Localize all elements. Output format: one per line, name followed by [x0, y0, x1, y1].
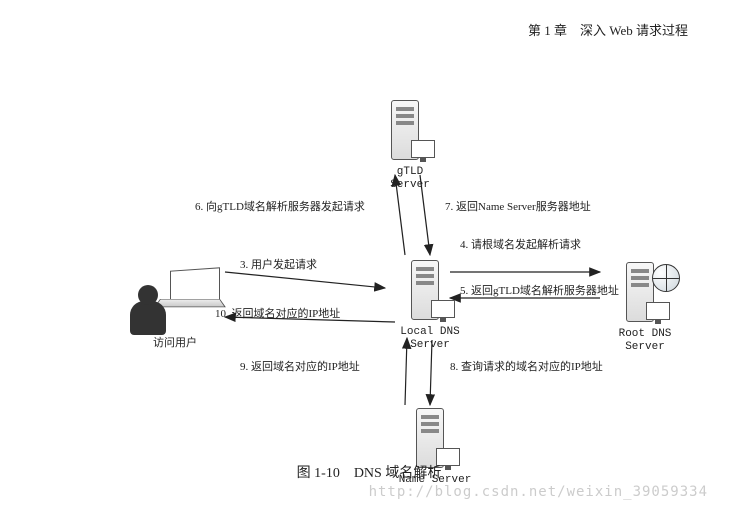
node-label: gTLDServer	[380, 166, 440, 191]
edge-label-4: 4. 请根域名发起解析请求	[460, 236, 581, 252]
figure-caption: 图 1-10 DNS 域名解析	[0, 462, 738, 482]
user-icon	[130, 255, 220, 335]
node-user: 访问用户	[120, 255, 230, 350]
edge-label-8: 8. 查询请求的域名对应的IP地址	[450, 358, 603, 374]
chapter-header: 第 1 章 深入 Web 请求过程	[528, 20, 688, 39]
node-root-dns-server: Root DNSServer	[610, 262, 680, 353]
watermark: http://blog.csdn.net/weixin_39059334	[369, 484, 708, 500]
edge-label-3: 3. 用户发起请求	[240, 256, 317, 272]
server-icon	[407, 260, 453, 324]
server-globe-icon	[622, 262, 668, 326]
node-label: 访问用户	[120, 337, 230, 350]
node-local-dns-server: Local DNSServer	[395, 260, 465, 351]
node-label: Root DNSServer	[610, 328, 680, 353]
edge-label-6: 6. 向gTLD域名解析服务器发起请求	[195, 198, 365, 214]
node-gtld-server: gTLDServer	[380, 100, 440, 191]
edge-label-10: 10. 返回域名对应的IP地址	[215, 305, 340, 321]
edge-label-9: 9. 返回域名对应的IP地址	[240, 358, 360, 374]
node-label: Local DNSServer	[395, 326, 465, 351]
edge-label-5: 5. 返回gTLD域名解析服务器地址	[460, 282, 619, 298]
server-icon	[387, 100, 433, 164]
edge-label-7: 7. 返回Name Server服务器地址	[445, 198, 591, 214]
dns-diagram: gTLDServer Local DNSServer Root DNSServe…	[0, 40, 738, 490]
